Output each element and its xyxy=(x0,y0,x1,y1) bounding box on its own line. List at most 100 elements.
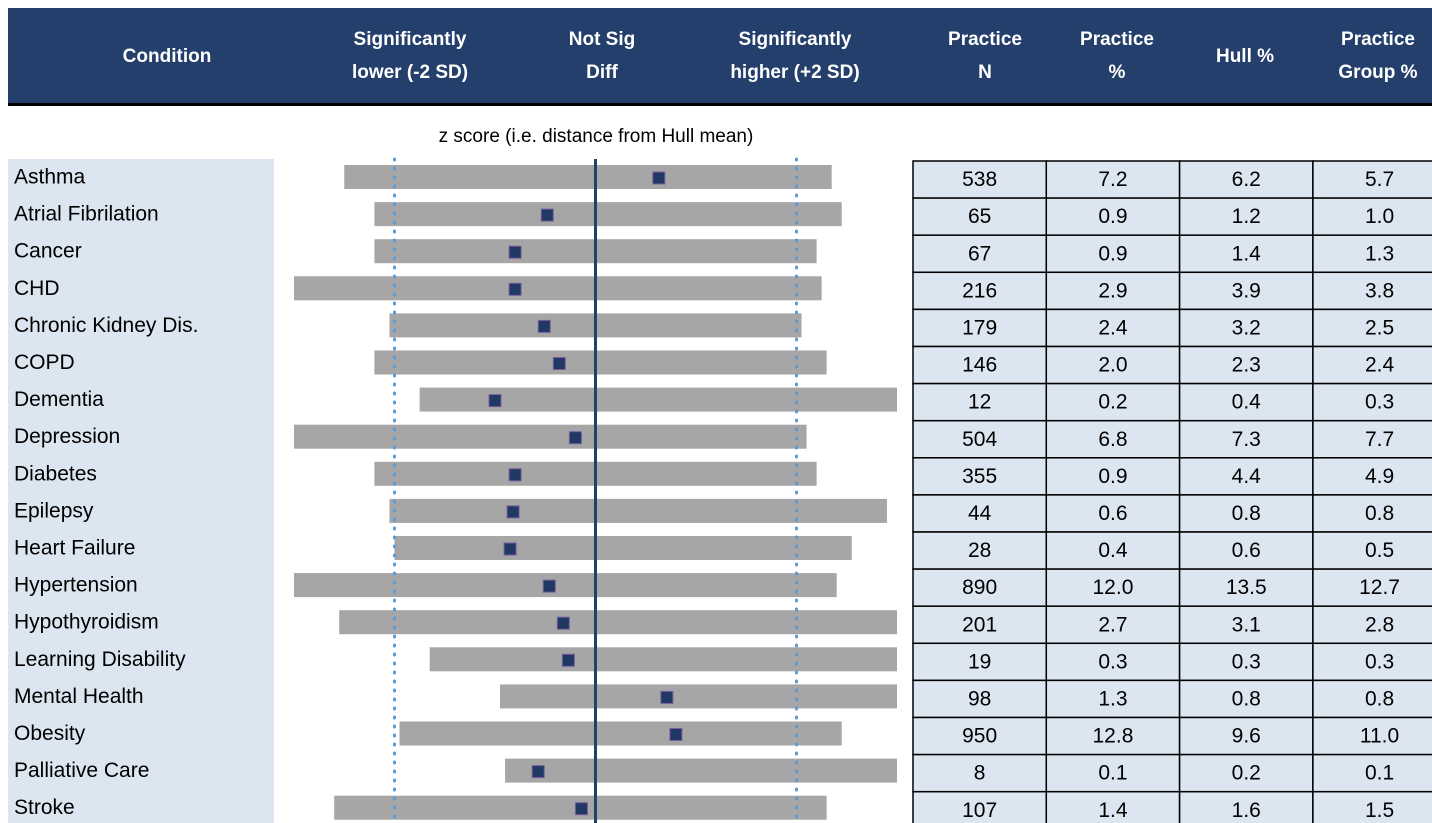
table-cell xyxy=(912,716,1048,756)
table-cell xyxy=(912,382,1048,422)
table-cell xyxy=(1178,494,1314,533)
range-bar xyxy=(294,424,807,449)
table-cell xyxy=(912,605,1048,645)
table-cell xyxy=(1312,382,1432,422)
row-label: COPD xyxy=(14,351,75,374)
cell-value: 0.2 xyxy=(1232,762,1261,785)
table-cell xyxy=(1312,716,1432,756)
cell-value: 8 xyxy=(974,762,986,785)
cell-value: 0.2 xyxy=(1098,391,1127,414)
cell-value: 0.9 xyxy=(1098,465,1127,488)
cell-value: 2.4 xyxy=(1098,316,1128,339)
header-label: higher (+2 SD) xyxy=(730,62,859,83)
cell-value: 216 xyxy=(962,279,997,302)
table-cell xyxy=(1045,234,1181,274)
cell-value: 107 xyxy=(962,799,997,822)
cell-value: 1.2 xyxy=(1232,205,1261,228)
cell-value: 3.9 xyxy=(1232,279,1261,302)
table-cell xyxy=(1312,494,1432,533)
row-label: Palliative Care xyxy=(14,759,149,782)
cell-value: 0.6 xyxy=(1232,539,1261,562)
header-label: Diff xyxy=(586,62,618,83)
cell-value: 2.5 xyxy=(1365,316,1394,339)
cell-value: 28 xyxy=(968,539,991,562)
z-marker xyxy=(652,171,666,185)
cell-value: 2.7 xyxy=(1098,613,1127,636)
row-label: Epilepsy xyxy=(14,499,94,522)
table-cell xyxy=(1312,790,1432,823)
header-label: Practice xyxy=(1080,29,1154,50)
table-cell xyxy=(1178,345,1314,385)
header-label: Hull % xyxy=(1216,46,1274,67)
subtitle: z score (i.e. distance from Hull mean) xyxy=(439,126,754,147)
row-label: Heart Failure xyxy=(14,537,135,560)
table-cell xyxy=(1045,716,1181,756)
z-marker xyxy=(660,690,674,704)
row-label: Mental Health xyxy=(14,685,144,708)
table-cell xyxy=(912,790,1048,823)
cell-value: 355 xyxy=(962,465,997,488)
cell-value: 0.9 xyxy=(1098,205,1127,228)
z-marker xyxy=(552,357,566,370)
table-cell xyxy=(1178,605,1314,645)
cell-value: 7.2 xyxy=(1098,168,1127,191)
header-label: Significantly xyxy=(739,29,852,50)
cell-value: 3.8 xyxy=(1365,279,1394,302)
cell-value: 44 xyxy=(968,502,992,525)
header-label: Group % xyxy=(1338,62,1417,83)
cell-value: 13.5 xyxy=(1226,576,1267,599)
row-label: Dementia xyxy=(14,388,104,411)
header-rule xyxy=(8,103,1432,106)
cell-value: 0.3 xyxy=(1365,650,1394,673)
cell-value: 0.1 xyxy=(1365,762,1394,785)
table-cell xyxy=(1312,234,1432,274)
cell-value: 2.4 xyxy=(1365,354,1395,377)
table-cell xyxy=(1045,531,1181,570)
row-label: Obesity xyxy=(14,722,86,745)
cell-value: 2.9 xyxy=(1098,279,1127,302)
range-bar xyxy=(505,758,897,783)
z-marker xyxy=(561,653,575,667)
cell-value: 1.5 xyxy=(1365,799,1394,822)
z-marker xyxy=(503,542,517,556)
row-label: Depression xyxy=(14,425,120,448)
cell-value: 6.8 xyxy=(1098,428,1127,451)
range-bar xyxy=(394,536,852,560)
cell-value: 146 xyxy=(962,354,997,377)
header-label: % xyxy=(1109,62,1126,83)
range-bar xyxy=(339,610,898,635)
cell-value: 12.0 xyxy=(1093,576,1134,599)
table-cell xyxy=(1045,568,1181,607)
z-marker xyxy=(531,765,545,779)
z-marker xyxy=(508,282,522,296)
cell-value: 0.8 xyxy=(1365,687,1394,710)
table-cell xyxy=(1045,457,1181,496)
z-marker xyxy=(537,319,551,333)
cell-value: 0.3 xyxy=(1098,650,1127,673)
row-label: CHD xyxy=(14,277,60,300)
row-label: Hypertension xyxy=(14,574,138,597)
cell-value: 0.8 xyxy=(1365,502,1394,525)
table-cell xyxy=(1045,753,1181,793)
cell-value: 0.6 xyxy=(1098,502,1127,525)
z-marker xyxy=(542,579,556,593)
row-label: Atrial Fibrilation xyxy=(14,203,159,226)
cell-value: 201 xyxy=(962,613,997,636)
range-bar xyxy=(389,498,887,523)
cell-value: 1.6 xyxy=(1232,799,1261,822)
cell-value: 2.0 xyxy=(1098,354,1127,377)
cell-value: 3.1 xyxy=(1232,613,1261,636)
cell-value: 19 xyxy=(968,650,991,673)
table-cell xyxy=(1178,568,1314,607)
cell-value: 3.2 xyxy=(1232,316,1261,339)
cell-value: 1.4 xyxy=(1098,799,1128,822)
range-bar xyxy=(429,647,897,672)
cell-value: 179 xyxy=(962,316,997,339)
cell-value: 0.3 xyxy=(1365,391,1394,414)
row-label: Hypothyroidism xyxy=(14,611,159,634)
cell-value: 12 xyxy=(968,391,991,414)
header-label: Practice xyxy=(948,29,1022,50)
cell-value: 1.0 xyxy=(1365,205,1394,228)
cell-value: 0.3 xyxy=(1232,650,1261,673)
